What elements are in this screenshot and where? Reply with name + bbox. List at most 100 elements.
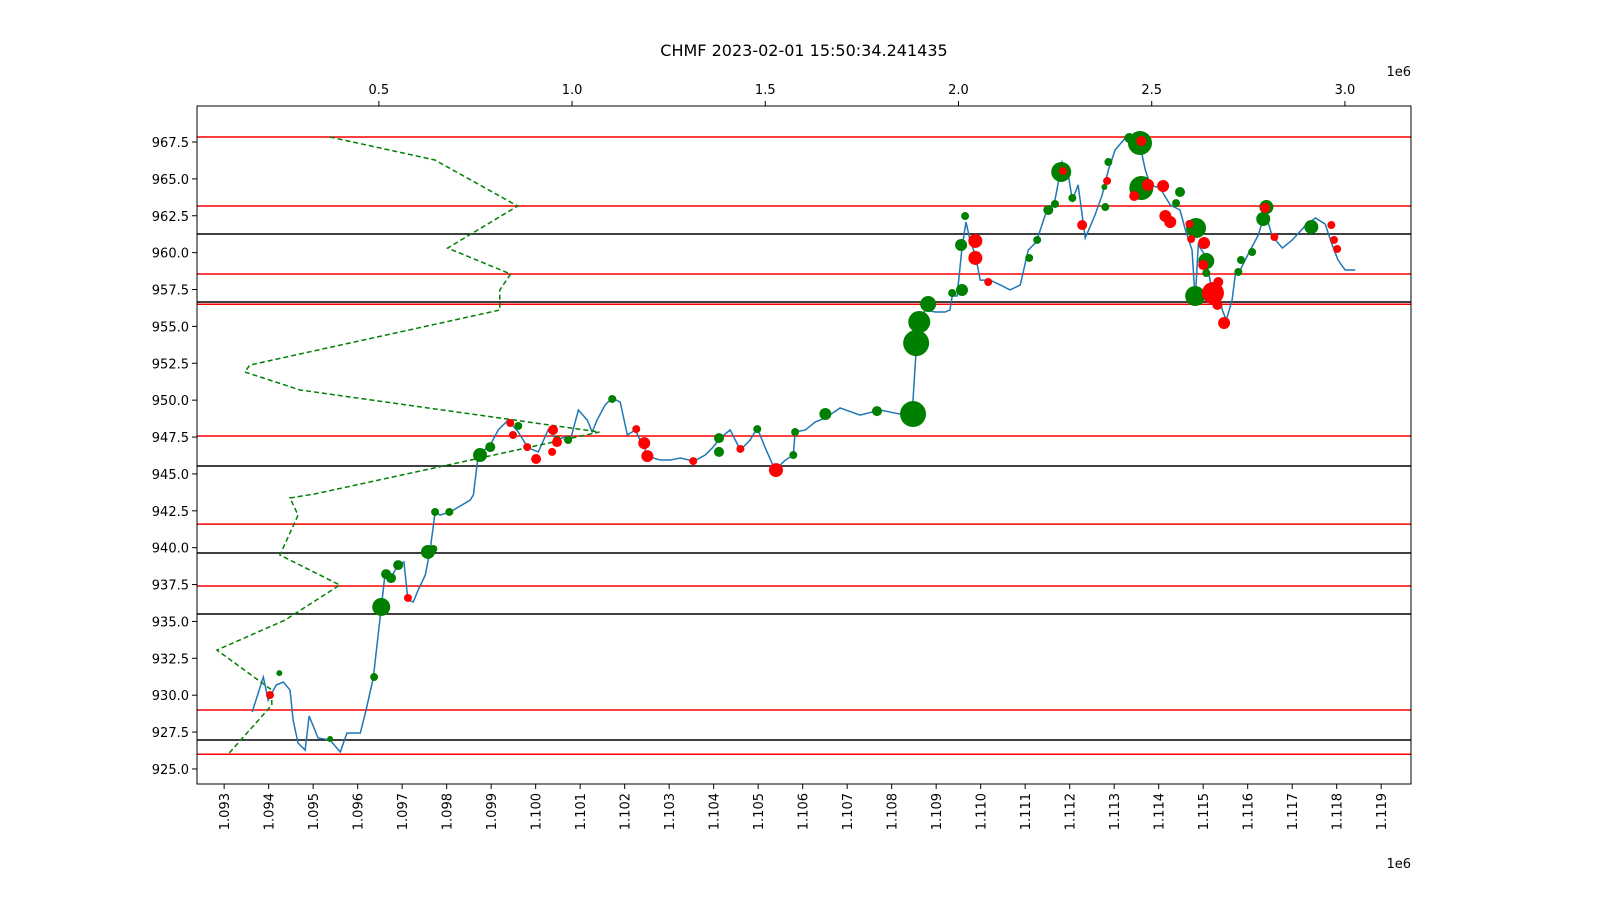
trade-dot [1033, 235, 1042, 244]
trade-dot [372, 597, 391, 616]
trade-dot [1218, 317, 1231, 330]
x-tick-label: 1.109 [930, 793, 945, 830]
trade-dot [1212, 300, 1223, 311]
trade-dot [920, 295, 937, 312]
trade-dot [1304, 219, 1319, 234]
trade-dot [370, 673, 379, 682]
trade-dot [552, 437, 563, 448]
trade-dot [908, 310, 931, 333]
trade-dot [948, 289, 957, 298]
y-tick-label: 925.0 [152, 763, 189, 778]
trade-dot [961, 212, 970, 221]
trade-dot [1077, 220, 1088, 231]
trade-dot [1101, 203, 1110, 212]
trade-dot [736, 444, 745, 453]
trade-dot [1260, 202, 1271, 213]
trade-dot [1058, 167, 1067, 176]
x-tick-label: 1.097 [396, 793, 411, 830]
x2-tick-label: 1.0 [562, 83, 583, 98]
y-tick-label: 955.0 [152, 320, 189, 335]
trade-dot [903, 330, 930, 357]
chart-title: CHMF 2023-02-01 15:50:34.241435 [660, 41, 947, 60]
y-tick-label: 930.0 [152, 689, 189, 704]
trade-dot [968, 233, 983, 248]
trade-dot [753, 425, 762, 434]
trade-dot [1136, 135, 1147, 146]
y-tick-label: 957.5 [152, 284, 189, 299]
trade-dot [608, 394, 617, 403]
y-tick-label: 965.0 [152, 173, 189, 188]
trade-dot [523, 443, 532, 452]
x-tick-label: 1.115 [1197, 793, 1212, 830]
trade-dot [714, 446, 725, 457]
trade-dot [1270, 232, 1279, 241]
trade-dot [327, 736, 334, 743]
x-tick-label: 1.094 [263, 793, 278, 830]
trade-dot [1025, 253, 1034, 262]
trade-dot [1256, 212, 1271, 226]
trade-dot [508, 430, 517, 439]
trade-dot [714, 433, 725, 444]
y-tick-label: 932.5 [152, 652, 189, 667]
y-tick-label: 940.0 [152, 542, 189, 557]
x-tick-label: 1.099 [485, 793, 500, 830]
x-tick-label: 1.106 [797, 793, 812, 830]
x-tick-label: 1.105 [752, 793, 767, 830]
trade-dot [1050, 199, 1059, 208]
trade-dot [506, 419, 515, 428]
trade-dot [1141, 178, 1154, 191]
x-tick-label: 1.107 [841, 793, 856, 830]
trade-dot [1327, 221, 1336, 230]
volume-profile-line [215, 136, 600, 755]
y-tick-label: 947.5 [152, 431, 189, 446]
y-tick-label: 967.5 [152, 136, 189, 151]
y-tick-label: 962.5 [152, 210, 189, 225]
trade-dot [1157, 179, 1170, 192]
x-tick-label: 1.119 [1375, 793, 1390, 830]
trade-dot [1101, 183, 1108, 190]
trade-dot [1213, 276, 1224, 287]
x-tick-label: 1.117 [1286, 793, 1301, 830]
trade-dot [984, 277, 993, 286]
trade-dot [1172, 199, 1181, 208]
trade-dot [1333, 244, 1342, 253]
trade-dot [1043, 205, 1054, 216]
trade-dot [393, 560, 404, 571]
x-tick-label: 1.095 [307, 793, 322, 830]
trade-dot [641, 450, 654, 463]
trade-dot [265, 691, 274, 700]
x-tick-label: 1.114 [1153, 793, 1168, 830]
trade-dot [548, 424, 559, 435]
trade-dot [1202, 268, 1211, 277]
trade-dot [968, 250, 983, 265]
trade-dot [1198, 260, 1209, 271]
trade-dot [1164, 215, 1177, 228]
x-offset-label: 1e6 [1386, 857, 1411, 872]
trade-dot [955, 238, 968, 251]
x-tick-label: 1.096 [352, 793, 367, 830]
x-tick-label: 1.103 [663, 793, 678, 830]
x2-tick-label: 1.5 [755, 83, 776, 98]
trade-dot [1330, 235, 1339, 244]
trade-dot [1234, 267, 1243, 276]
trade-dot [1201, 282, 1224, 305]
trade-dot [955, 283, 968, 296]
trade-dot [1198, 237, 1211, 250]
x-tick-label: 1.113 [1108, 793, 1123, 830]
trade-dot [276, 670, 283, 677]
x-tick-label: 1.112 [1064, 793, 1079, 830]
trade-dot [1068, 194, 1077, 203]
x2-tick-label: 2.0 [948, 83, 969, 98]
trade-dot [564, 435, 573, 444]
x-tick-label: 1.104 [708, 793, 723, 830]
trade-dot [386, 573, 397, 584]
trade-dot [689, 457, 698, 466]
trade-dot [632, 425, 641, 434]
trade-dot [548, 447, 557, 456]
trade-dot [791, 428, 800, 437]
trade-dot [429, 545, 438, 554]
trade-dot [514, 421, 523, 430]
y-tick-label: 945.0 [152, 468, 189, 483]
trade-dot [1104, 158, 1113, 167]
